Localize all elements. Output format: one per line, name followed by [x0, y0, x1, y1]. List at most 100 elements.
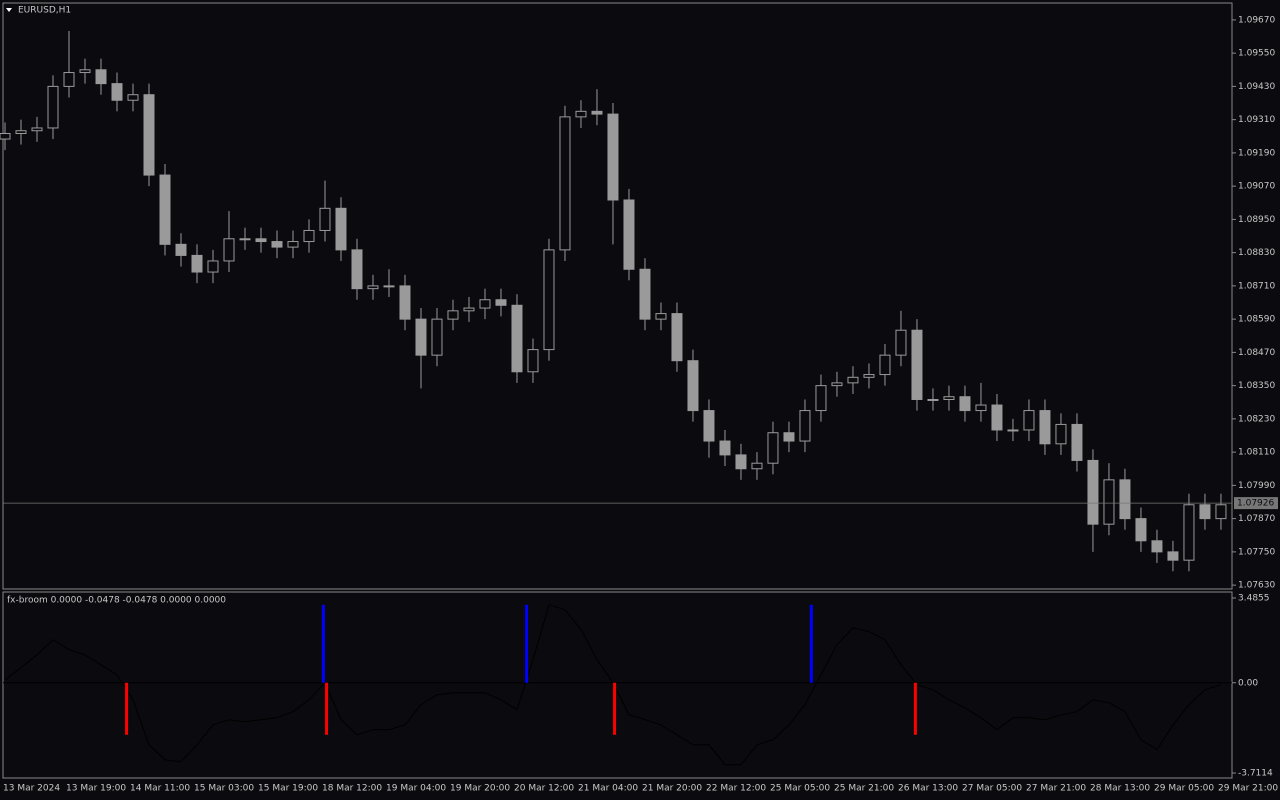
x-tick-label: 13 Mar 19:00: [66, 784, 126, 794]
candle-body: [959, 396, 971, 412]
x-tick-label: 20 Mar 12:00: [514, 784, 574, 794]
candle-body: [111, 83, 123, 101]
current-price-label: 1.07926: [1237, 499, 1274, 509]
candle-body: [1135, 518, 1147, 542]
candle-body: [335, 207, 347, 251]
candle-body: [671, 313, 683, 362]
x-tick-label: 21 Mar 20:00: [642, 784, 702, 794]
y-tick-label: 1.08470: [1238, 348, 1275, 358]
y-tick-label: 1.08710: [1238, 281, 1275, 291]
y-tick-label: 1.07630: [1238, 581, 1275, 591]
candle-body: [543, 249, 555, 351]
candle-body: [463, 307, 475, 312]
candle-body: [831, 382, 843, 387]
candle-body: [575, 110, 587, 118]
y-tick-label: 1.08230: [1238, 414, 1275, 424]
candle-body: [1215, 504, 1227, 520]
candle-body: [735, 454, 747, 470]
candle-body: [127, 94, 139, 101]
y-tick-label: 1.08350: [1238, 381, 1275, 391]
y-tick-label: 1.09550: [1238, 49, 1275, 59]
candle-body: [911, 329, 923, 400]
candle-body: [879, 354, 891, 376]
candle-body: [399, 285, 411, 320]
x-tick-label: 19 Mar 20:00: [450, 784, 510, 794]
indicator-title: fx-broom 0.0000 -0.0478 -0.0478 0.0000 0…: [7, 596, 226, 606]
candle-body: [175, 243, 187, 256]
candle-body: [351, 249, 363, 290]
x-tick-label: 25 Mar 05:00: [770, 784, 830, 794]
candle-body: [623, 199, 635, 270]
y-tick-label: 0.00: [1238, 678, 1258, 688]
x-tick-label: 27 Mar 05:00: [962, 784, 1022, 794]
candle-body: [991, 404, 1003, 431]
candle-body: [607, 113, 619, 201]
candle-body: [447, 310, 459, 320]
x-tick-label: 14 Mar 11:00: [130, 784, 190, 794]
candle-body: [255, 238, 267, 243]
candle-body: [431, 318, 443, 356]
y-tick-label: 1.08830: [1238, 248, 1275, 258]
x-tick-label: 28 Mar 13:00: [1090, 784, 1150, 794]
y-tick-label: 1.09670: [1238, 15, 1275, 25]
y-tick-label: -3.7114: [1238, 769, 1273, 779]
candle-body: [1151, 540, 1163, 553]
candle-body: [415, 318, 427, 356]
candle-body: [63, 72, 75, 87]
x-tick-label: 25 Mar 21:00: [834, 784, 894, 794]
x-tick-label: 29 Mar 21:00: [1218, 784, 1278, 794]
candle-body: [1007, 429, 1019, 432]
candle-body: [511, 304, 523, 373]
main-pane: [2, 2, 1233, 590]
candle-body: [319, 207, 331, 231]
candle-body: [895, 329, 907, 356]
candle-body: [79, 69, 91, 74]
candle-body: [1087, 459, 1099, 525]
candle-body: [799, 410, 811, 442]
candle-body: [783, 432, 795, 442]
candle-body: [15, 130, 27, 134]
symbol-title: EURUSD,H1: [18, 6, 71, 16]
x-tick-label: 15 Mar 03:00: [194, 784, 254, 794]
candle-body: [943, 396, 955, 400]
y-tick-label: 3.4855: [1238, 593, 1270, 603]
candle-body: [271, 241, 283, 248]
candle-body: [655, 313, 667, 320]
indicator-line: [4, 604, 1222, 766]
candle-body: [815, 385, 827, 412]
x-tick-label: 15 Mar 19:00: [258, 784, 318, 794]
candle-body: [47, 85, 59, 129]
candle-body: [703, 410, 715, 442]
x-tick-label: 26 Mar 13:00: [898, 784, 958, 794]
candle-body: [367, 285, 379, 290]
candle-body: [719, 440, 731, 456]
candle-body: [303, 229, 315, 243]
candle-body: [159, 174, 171, 245]
y-tick-label: 1.09190: [1238, 148, 1275, 158]
x-tick-label: 21 Mar 04:00: [578, 784, 638, 794]
candle-body: [31, 127, 43, 132]
candle-body: [495, 299, 507, 306]
menu-arrow[interactable]: [6, 8, 12, 12]
candle-body: [95, 69, 107, 85]
candle-body: [767, 432, 779, 464]
candle-body: [927, 398, 939, 401]
current-price-box: [1234, 497, 1278, 510]
candle-body: [1071, 423, 1083, 461]
y-tick-label: 1.09430: [1238, 82, 1275, 92]
candle-body: [639, 268, 651, 320]
candle-body: [479, 299, 491, 309]
candle-body: [223, 238, 235, 262]
y-tick-label: 1.07990: [1238, 481, 1275, 491]
y-tick-label: 1.08110: [1238, 448, 1275, 458]
indicator-pane: [2, 591, 1233, 779]
candle-body: [863, 374, 875, 378]
candle-body: [1119, 479, 1131, 520]
candle-body: [975, 404, 987, 412]
candle-body: [527, 349, 539, 373]
candle-body: [751, 462, 763, 470]
candle-body: [383, 285, 395, 288]
x-tick-label: 13 Mar 2024: [3, 784, 60, 794]
